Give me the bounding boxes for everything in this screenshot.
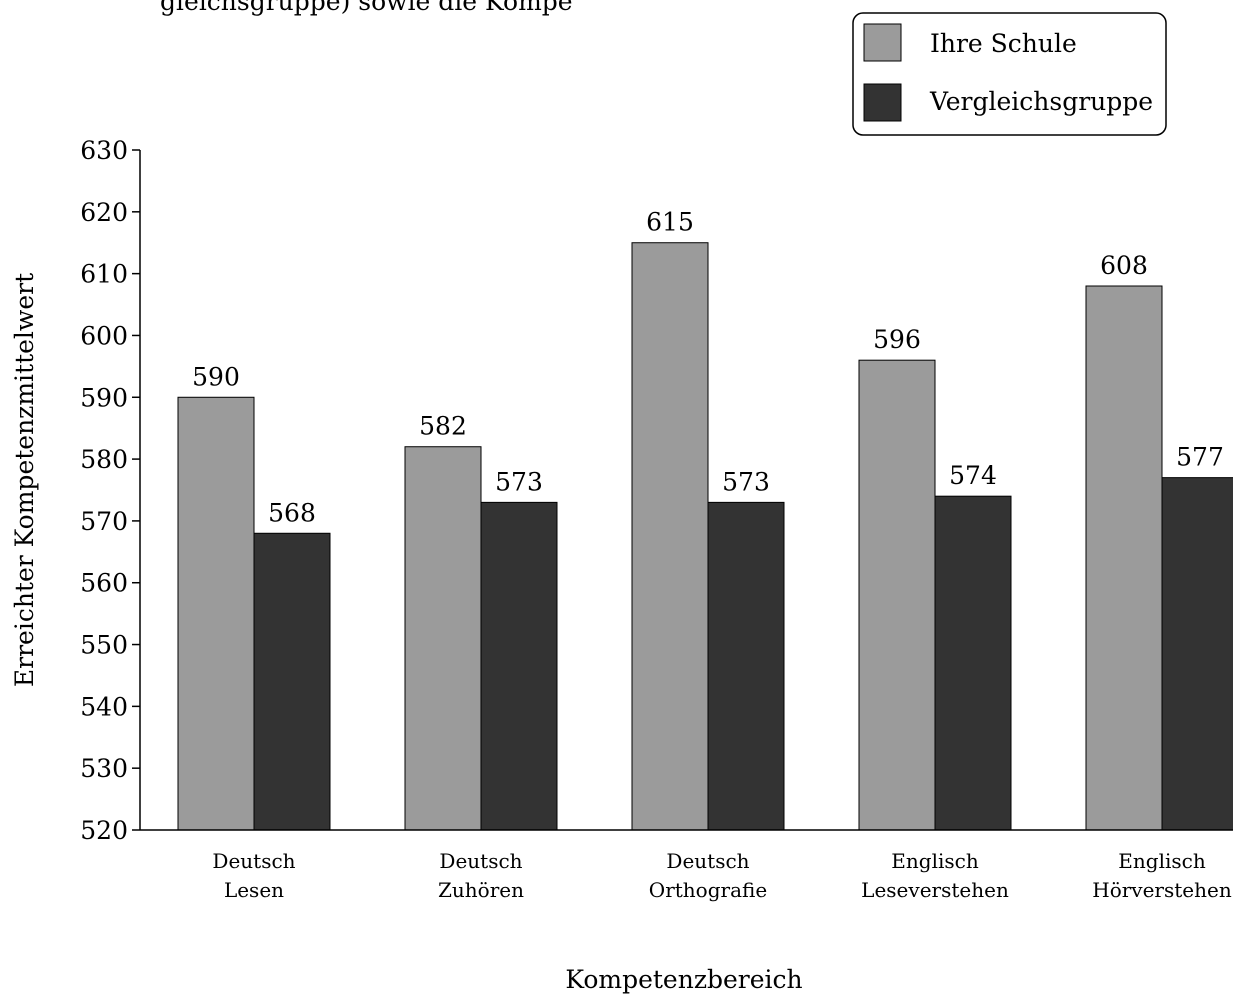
y-tick-label: 570 [80, 507, 128, 536]
category-label-line1: Englisch [891, 849, 979, 873]
y-tick-label: 610 [80, 260, 128, 289]
y-tick-label: 560 [80, 569, 128, 598]
y-tick-label: 530 [80, 754, 128, 783]
y-tick-label: 620 [80, 198, 128, 227]
bar-value-label: 582 [419, 412, 467, 441]
category-label-line1: Deutsch [212, 849, 295, 873]
bar-value-label: 577 [1176, 443, 1224, 472]
bar-ihre-schule [177, 396, 255, 831]
bar-value-label: 608 [1100, 251, 1148, 280]
legend: Ihre Schule Vergleichsgruppe [852, 12, 1167, 136]
bar-vergleichsgruppe [1161, 477, 1233, 831]
legend-swatch-ihre-schule [863, 23, 902, 62]
y-tick-label: 550 [80, 631, 128, 660]
category-label-line1: Deutsch [666, 849, 749, 873]
y-ticks-group: 520 530 540 550 560 570 580 590 600 610 620 630 [80, 136, 140, 845]
y-tick-label: 540 [80, 692, 128, 721]
legend-label-ihre-schule: Ihre Schule [930, 29, 1077, 58]
bar-value-label: 568 [268, 498, 316, 527]
bar-vergleichsgruppe [253, 532, 331, 831]
bar-vergleichsgruppe [934, 495, 1012, 831]
y-tick-label: 520 [80, 816, 128, 845]
bar-vergleichsgruppe [480, 501, 558, 831]
top-text-fragment: gleichsgruppe) sowie die Kompe [160, 0, 573, 16]
bar-value-label: 573 [495, 467, 543, 496]
legend-swatch-vergleichsgruppe [863, 83, 902, 122]
legend-box [852, 12, 1167, 136]
category-label-line2: Leseverstehen [861, 878, 1009, 902]
bar-value-label: 615 [646, 208, 694, 237]
x-axis-title: Kompetenzbereich [565, 965, 802, 994]
bar-value-label: 573 [722, 467, 770, 496]
bar-vergleichsgruppe [707, 501, 785, 831]
bar-ihre-schule [858, 359, 936, 831]
category-label-line1: Englisch [1118, 849, 1206, 873]
category-label-line1: Deutsch [439, 849, 522, 873]
y-tick-label: 600 [80, 321, 128, 350]
bar-value-label: 596 [873, 325, 921, 354]
y-tick-label: 630 [80, 136, 128, 165]
category-labels-group: Deutsch Lesen Deutsch Zuhören Deutsch Orthogr… [212, 849, 1231, 902]
y-tick-label: 590 [80, 383, 128, 412]
category-label-line2: Lesen [224, 878, 284, 902]
legend-label-vergleichsgruppe: Vergleichsgruppe [929, 87, 1153, 116]
bar-ihre-schule [1085, 285, 1163, 831]
bar-ihre-schule [631, 242, 709, 831]
bar-value-label: 590 [192, 362, 240, 391]
y-tick-label: 580 [80, 445, 128, 474]
bar-ihre-schule [404, 446, 482, 831]
category-label-line2: Zuhören [438, 878, 524, 902]
category-label-line2: Hörverstehen [1092, 878, 1232, 902]
bars-group [177, 242, 1233, 831]
value-labels-group: 590 568 582 573 615 573 596 574 608 577 [192, 208, 1224, 528]
bar-value-label: 574 [949, 461, 997, 490]
category-label-line2: Orthografie [649, 878, 767, 902]
y-axis-title: Erreichter Kompetenzmittelwert [10, 273, 39, 687]
